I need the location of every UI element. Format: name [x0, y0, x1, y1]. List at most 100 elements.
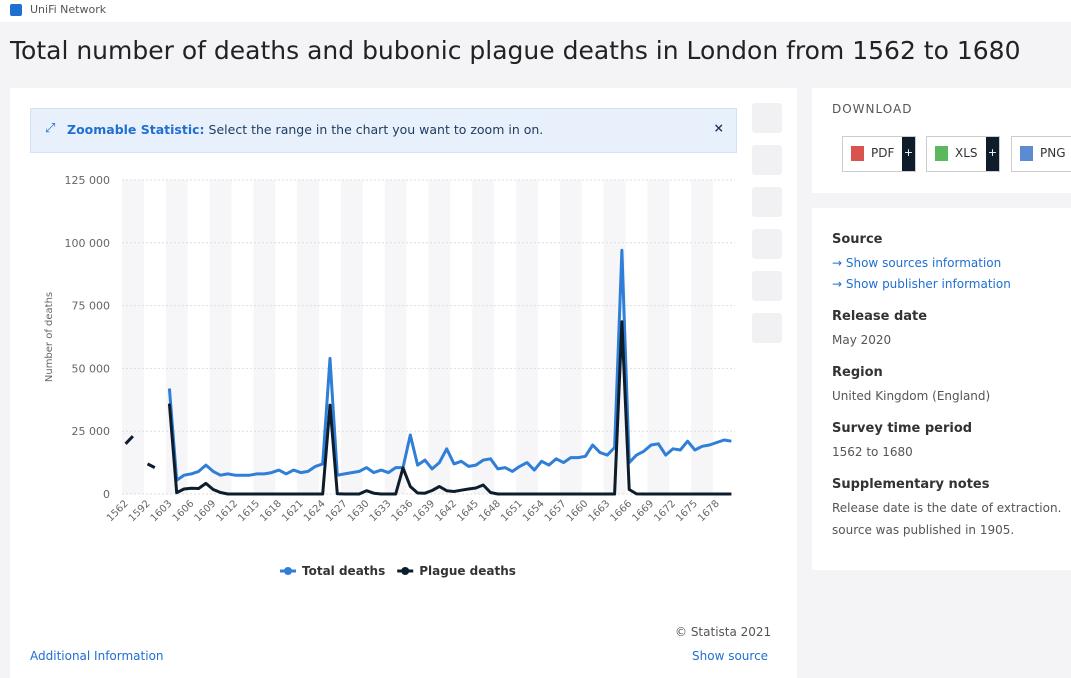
- x-tick-label: 1660: [565, 498, 591, 524]
- band: [165, 180, 188, 494]
- banner-text: Zoomable Statistic: Select the range in …: [67, 122, 543, 137]
- pdf-button[interactable]: PDF +: [842, 136, 916, 172]
- x-tick-label: 1672: [652, 498, 678, 524]
- x-tick-label: 1645: [455, 498, 481, 524]
- x-tick-label: 1657: [543, 498, 569, 524]
- legend-dot: [284, 567, 292, 575]
- x-tick-label: 1663: [587, 498, 613, 524]
- info-text: Release date is the date of extraction.: [832, 501, 1062, 515]
- band: [472, 180, 495, 494]
- settings-button[interactable]: [752, 187, 782, 217]
- series-line: [124, 320, 732, 496]
- x-tick-label: 1669: [630, 498, 656, 524]
- alert-button[interactable]: [752, 145, 782, 175]
- x-tick-label: 1592: [127, 498, 153, 524]
- band: [122, 180, 144, 494]
- x-tick-label: 1636: [390, 498, 416, 524]
- x-tick-label: 1609: [193, 498, 219, 524]
- info-text: May 2020: [832, 333, 892, 347]
- legend-dot: [401, 567, 410, 575]
- download-title: DOWNLOAD: [832, 102, 913, 116]
- cite-button[interactable]: [752, 271, 782, 301]
- x-tick-label: 1630: [346, 498, 372, 524]
- y-tick-label: 25 000: [72, 425, 111, 438]
- x-tick-label: 1621: [280, 498, 306, 524]
- button-label: PNG: [1040, 146, 1066, 160]
- info-link[interactable]: → Show sources information: [832, 256, 1002, 270]
- x-tick-label: 1618: [258, 498, 284, 524]
- x-tick-label: 1648: [477, 498, 503, 524]
- copyright: © Statista 2021: [675, 625, 772, 639]
- info-heading: Region: [832, 365, 883, 380]
- chart: 0 25 000 50 000 75 000 100 000 125 000 Number …: [44, 174, 735, 578]
- additional-info-link[interactable]: Additional Information: [30, 649, 164, 663]
- info-heading: Release date: [832, 309, 928, 324]
- band: [603, 180, 626, 494]
- favorite-button[interactable]: [752, 103, 782, 133]
- close-button[interactable]: ×: [713, 120, 724, 135]
- x-tick-label: 1678: [696, 498, 722, 524]
- x-tick-label: 1624: [302, 498, 328, 524]
- info-heading: Survey time period: [832, 421, 973, 436]
- app-name: UniFi Network: [30, 3, 107, 16]
- print-button[interactable]: [752, 313, 782, 343]
- banner-message: Select the range in the chart you want t…: [208, 122, 544, 137]
- band: [559, 180, 582, 494]
- info-heading: Supplementary notes: [832, 477, 990, 492]
- y-tick-label: 100 000: [65, 237, 111, 250]
- x-tick-label: 1603: [149, 498, 175, 524]
- y-tick-label: 125 000: [65, 174, 111, 187]
- app-icon: [10, 4, 22, 16]
- zoom-icon: ⤢: [45, 121, 56, 136]
- png-button[interactable]: PNG: [1011, 136, 1071, 172]
- x-tick-label: 1615: [236, 498, 262, 524]
- button-label: XLS: [955, 146, 978, 160]
- x-tick-label: 1654: [521, 498, 547, 524]
- page-title: Total number of deaths and bubonic plagu…: [10, 36, 1021, 65]
- top-bar: UniFi Network: [0, 0, 1071, 22]
- band: [516, 180, 538, 494]
- share-button[interactable]: [752, 229, 782, 259]
- x-tick-label: 1612: [214, 498, 240, 524]
- y-tick-label: 0: [103, 488, 110, 501]
- x-tick-label: 1675: [674, 498, 700, 524]
- info-text: 1562 to 1680: [832, 445, 913, 459]
- info-panel: Source → Show sources information → Show…: [812, 208, 1071, 570]
- link-text: Show source: [692, 649, 769, 663]
- legend-label: Plague deaths: [419, 564, 516, 578]
- x-tick-label: 1606: [171, 498, 197, 524]
- xls-button[interactable]: XLS +: [926, 136, 1000, 172]
- button-label: PDF: [871, 146, 895, 160]
- band: [691, 180, 714, 494]
- series-line: [167, 248, 732, 482]
- banner-label: Zoomable Statistic:: [67, 122, 205, 137]
- band: [209, 180, 232, 494]
- y-tick-label: 50 000: [72, 362, 111, 375]
- info-text: source was published in 1905.: [832, 523, 1015, 537]
- x-tick-label: 1562: [105, 498, 131, 524]
- band: [647, 180, 670, 494]
- band: [428, 180, 451, 494]
- band: [340, 180, 363, 494]
- y-tick-label: 75 000: [72, 300, 111, 313]
- x-tick-label: 1642: [433, 498, 459, 524]
- link-text: Additional Information: [30, 649, 164, 663]
- info-heading: Source: [832, 232, 883, 247]
- y-axis-label: Number of deaths: [44, 292, 55, 382]
- band: [253, 180, 276, 494]
- legend-label: Total deaths: [302, 564, 385, 578]
- band: [384, 180, 407, 494]
- show-source-link[interactable]: Show source: [692, 649, 768, 663]
- zoom-banner: ⤢ Zoomable Statistic: Select the range i…: [30, 108, 737, 153]
- band: [297, 180, 320, 494]
- info-text: United Kingdom (England): [832, 389, 991, 403]
- x-tick-label: 1639: [411, 498, 437, 524]
- x-tick-label: 1627: [324, 498, 350, 524]
- download-panel: DOWNLOAD PDF + XLS + PNG: [812, 88, 1071, 193]
- x-tick-label: 1651: [499, 498, 525, 524]
- x-tick-label: 1633: [368, 498, 394, 524]
- x-tick-label: 1666: [609, 498, 635, 524]
- info-link[interactable]: → Show publisher information: [832, 277, 1011, 291]
